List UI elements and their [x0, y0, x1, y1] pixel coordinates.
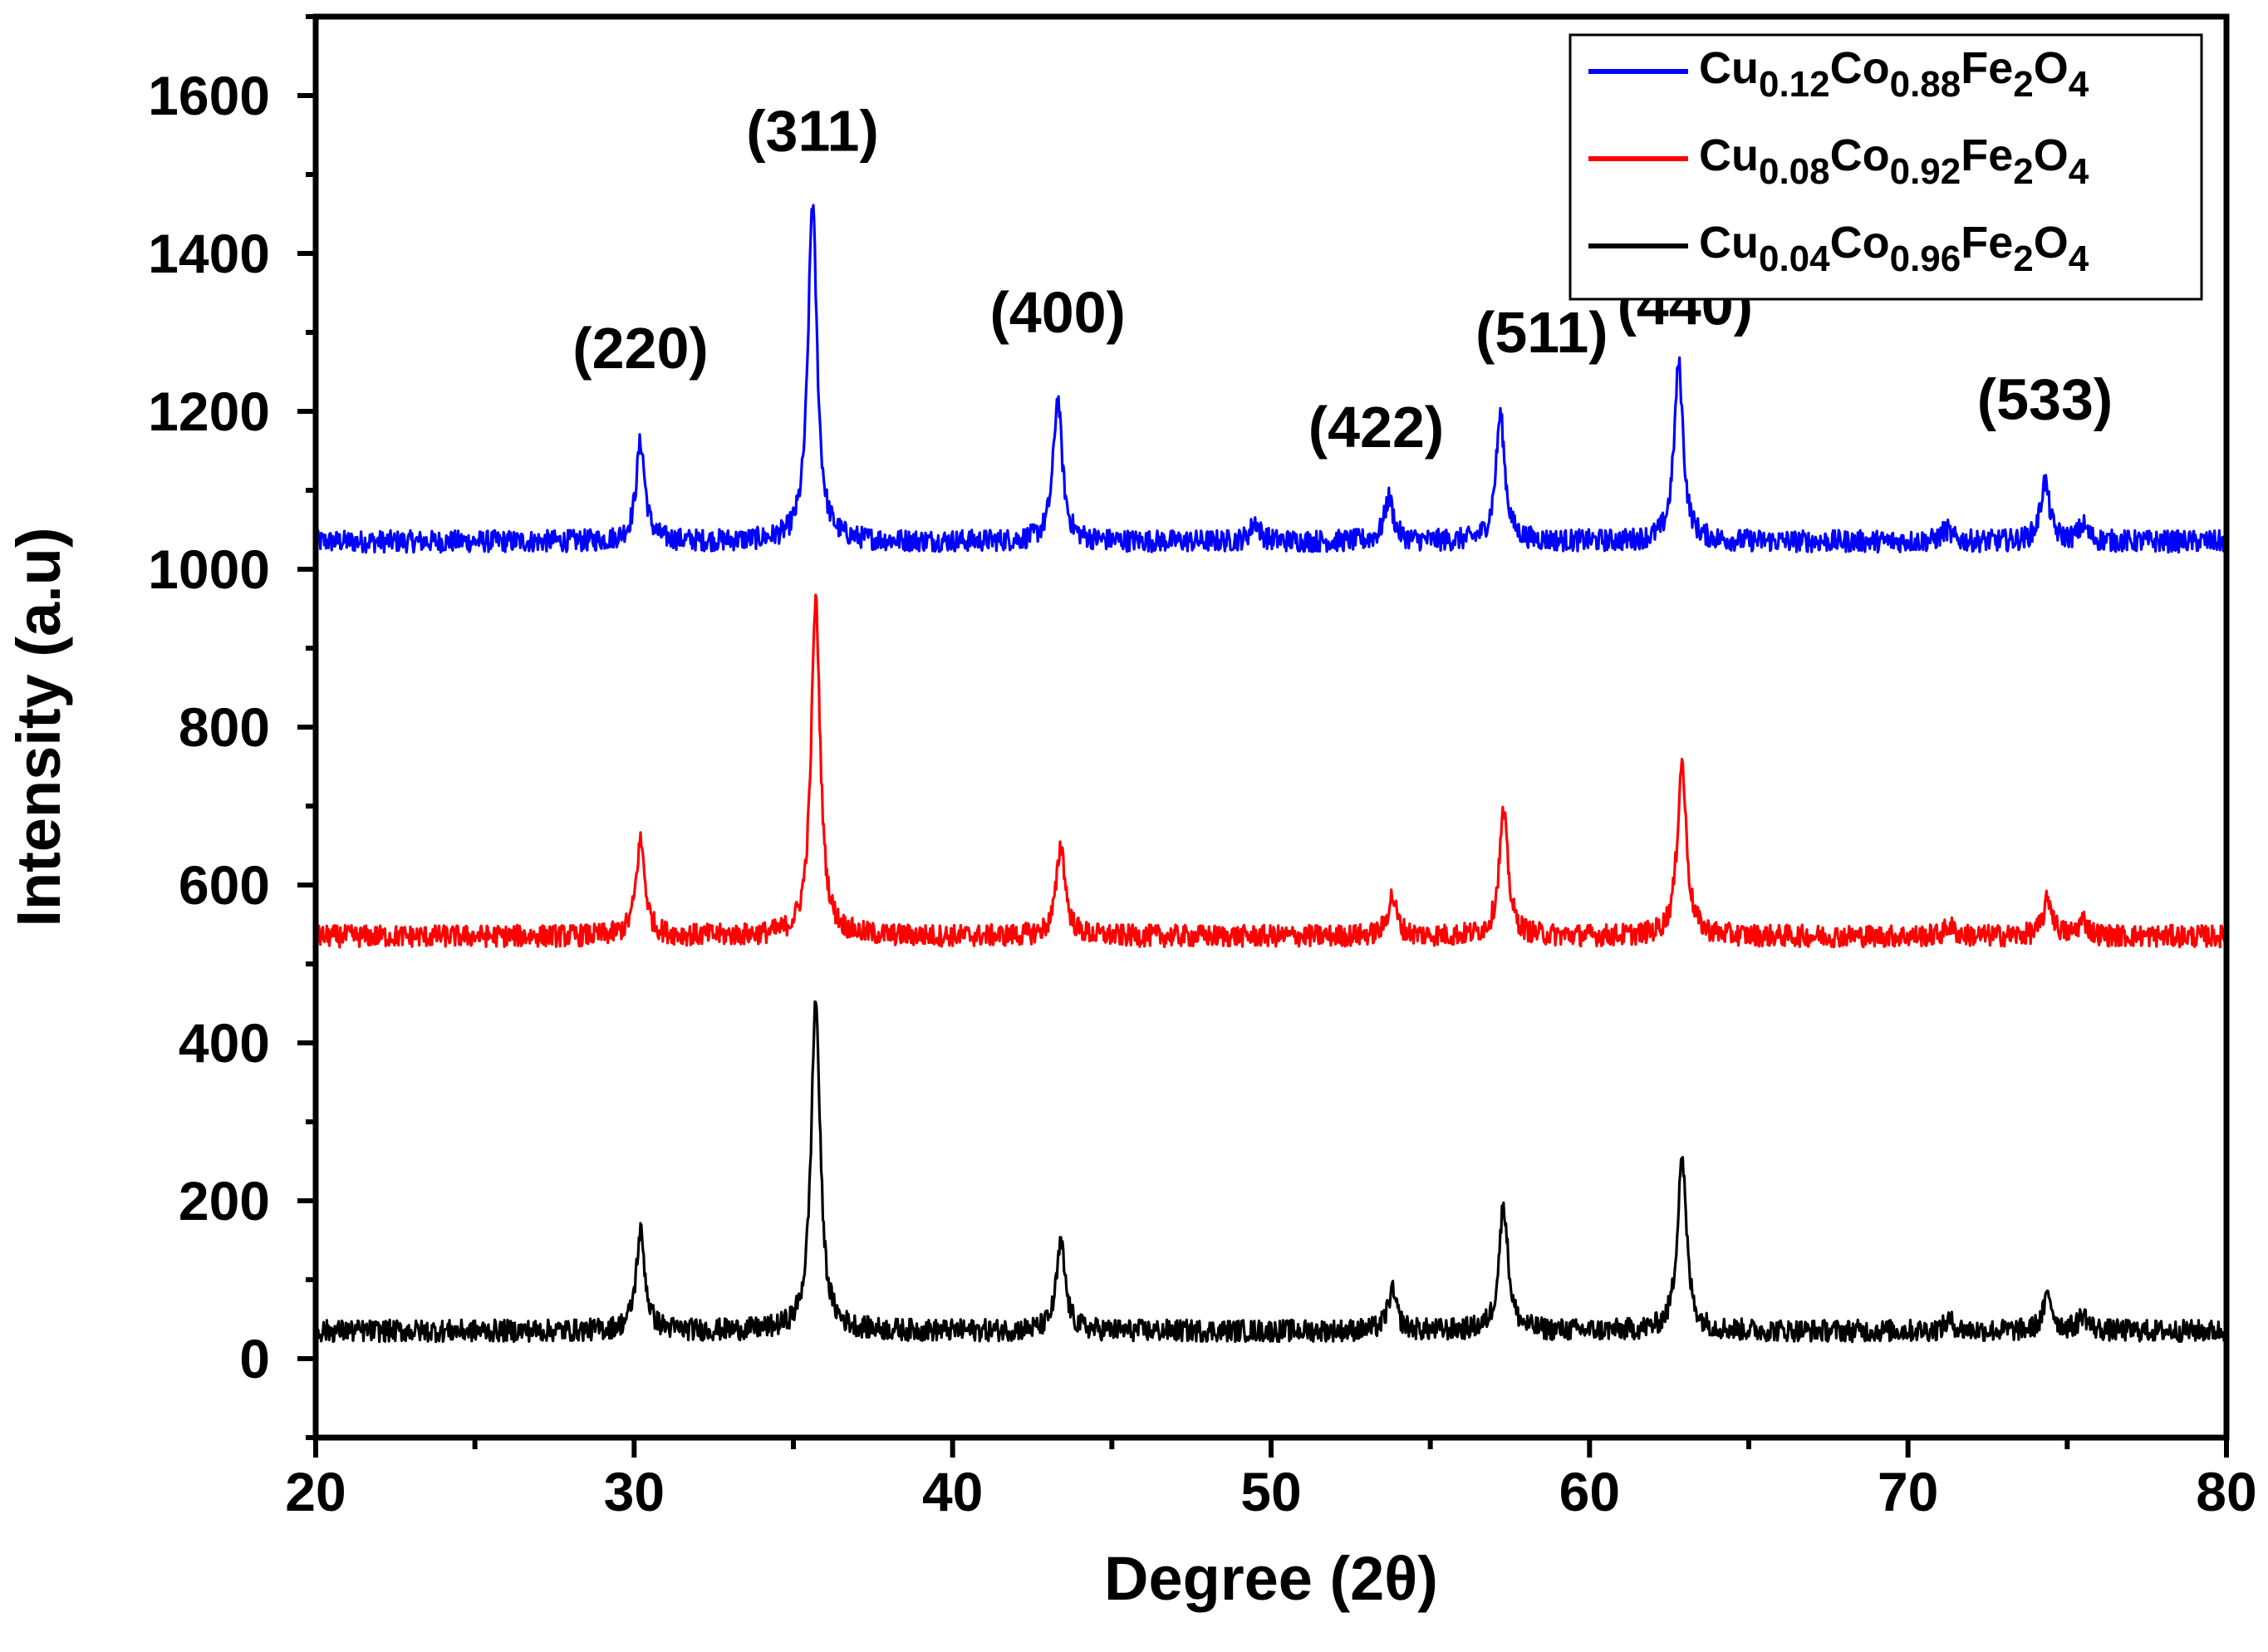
x-tick-label: 80	[2196, 1461, 2256, 1522]
y-axis: 0 200 400 600 800 1000 1200 1400 1600	[148, 14, 316, 1440]
peak-label: (533)	[1977, 367, 2113, 432]
peak-label: (511)	[1475, 300, 1608, 365]
series-layer	[314, 204, 2228, 1344]
x-tick-label: 50	[1240, 1461, 1301, 1522]
x-tick-label: 60	[1559, 1461, 1620, 1522]
y-tick-label: 1600	[148, 65, 270, 126]
legend-label: Cu0.04Co0.96Fe2O4	[1699, 218, 2089, 279]
peak-label: (400)	[989, 280, 1125, 345]
legend: Cu0.12Co0.88Fe2O4 Cu0.08Co0.92Fe2O4 Cu0.04…	[1568, 33, 2203, 301]
x-axis: 20 30 40 50 60 70 80	[285, 1438, 2257, 1522]
y-tick-label: 600	[179, 854, 270, 916]
series-line-2	[314, 1000, 2227, 1344]
y-tick-label: 1400	[148, 223, 270, 284]
peak-label: (220)	[572, 316, 708, 381]
x-axis-title: Degree (2θ)	[1104, 1544, 1438, 1613]
y-tick-label: 1000	[148, 538, 270, 600]
legend-box	[1568, 33, 2203, 301]
x-tick-label: 70	[1878, 1461, 1938, 1522]
y-axis-title: Intensity (a.u)	[4, 527, 73, 927]
y-tick-label: 1200	[148, 381, 270, 442]
y-tick-label: 800	[179, 696, 270, 758]
peak-label: (311)	[746, 99, 879, 164]
series-line-1	[314, 593, 2228, 949]
y-tick-label: 0	[239, 1328, 270, 1389]
y-tick-label: 400	[179, 1012, 270, 1074]
legend-label: Cu0.08Co0.92Fe2O4	[1699, 130, 2089, 192]
x-tick-label: 20	[285, 1461, 346, 1522]
legend-label: Cu0.12Co0.88Fe2O4	[1699, 43, 2089, 105]
x-tick-label: 30	[604, 1461, 665, 1522]
y-tick-label: 200	[179, 1170, 270, 1232]
series-line-0	[314, 204, 2228, 554]
peak-label: (422)	[1308, 395, 1444, 460]
x-tick-label: 40	[922, 1461, 983, 1522]
